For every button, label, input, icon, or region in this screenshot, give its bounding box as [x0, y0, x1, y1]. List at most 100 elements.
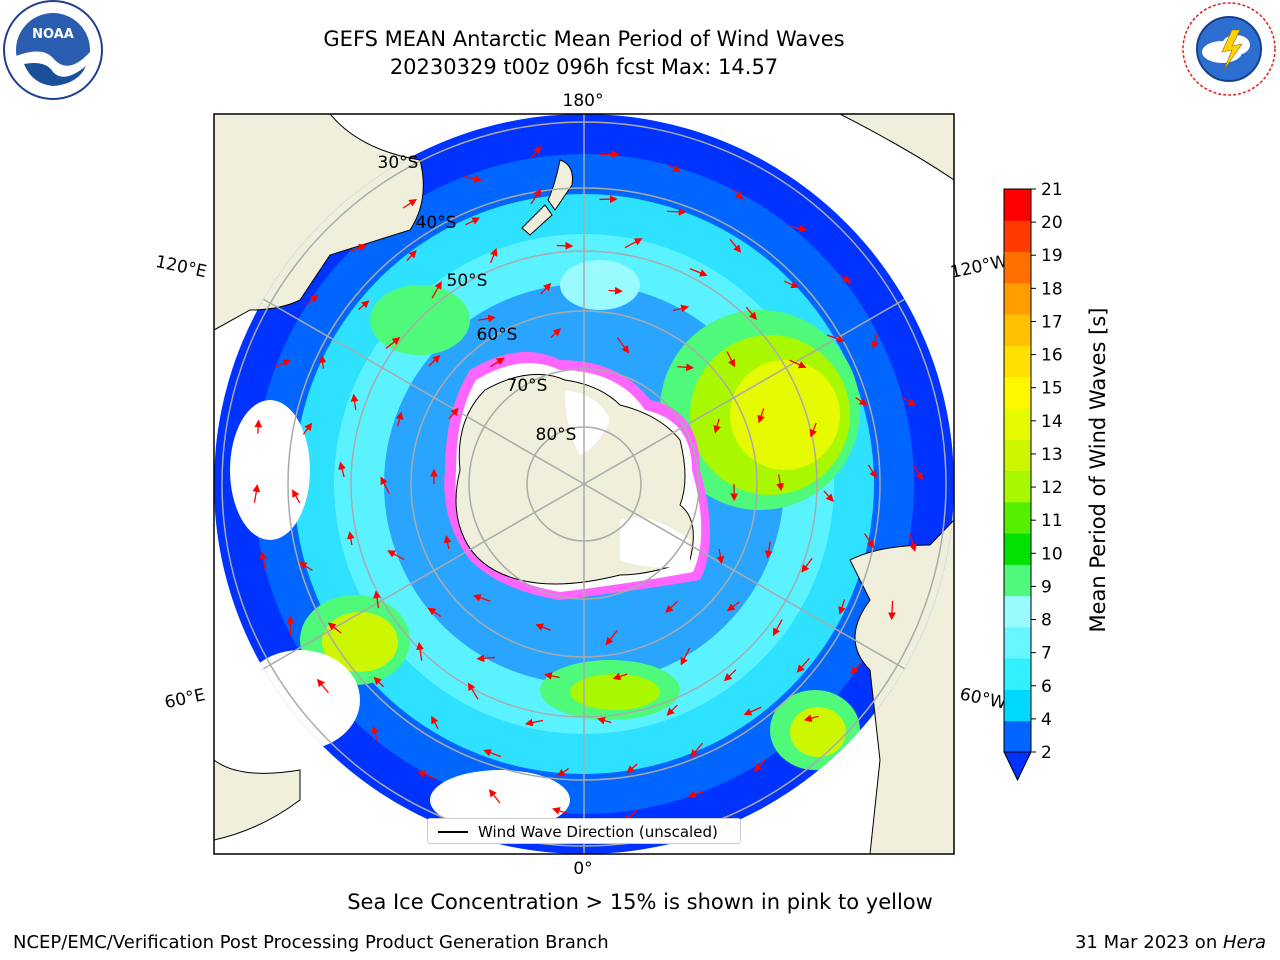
footer-branch: NCEP/EMC/Verification Post Processing Pr… — [13, 932, 609, 953]
colorbar-segment — [1004, 720, 1031, 753]
wave-direction-arrow — [757, 408, 765, 424]
wave-direction-arrow — [540, 282, 552, 295]
lon-label-0: 0° — [573, 859, 592, 879]
colorbar-tick-label: 4 — [1041, 710, 1052, 730]
colorbar-segment — [1004, 533, 1031, 565]
wave-direction-arrow — [550, 328, 562, 339]
lon-label-60w: 60°W — [958, 684, 1008, 713]
svg-text:NOAA: NOAA — [32, 27, 74, 42]
colorbar-segment — [1004, 314, 1031, 346]
colorbar-tick-label: 19 — [1041, 246, 1063, 266]
wave-direction-arrow — [292, 489, 301, 504]
colorbar-segment — [1004, 626, 1031, 659]
colorbar-border — [1003, 188, 1032, 753]
wave-direction-arrow — [402, 198, 417, 209]
colorbar-tick-label: 12 — [1041, 478, 1063, 498]
footer-date-text: 31 Mar 2023 on — [1074, 932, 1223, 953]
wave-direction-arrow — [616, 337, 630, 354]
colorbar-tick-label: 7 — [1041, 644, 1052, 664]
noaa-logo: NOAA — [3, 0, 103, 100]
wave-direction-arrow — [302, 422, 313, 435]
footer-host: Hera — [1222, 932, 1266, 953]
wave-direction-arrow — [490, 248, 498, 264]
wave-direction-arrow — [784, 280, 800, 289]
wave-direction-arrow — [259, 551, 268, 571]
wave-direction-arrow — [530, 188, 542, 205]
wave-direction-arrow — [713, 418, 721, 434]
wave-direction-arrow — [790, 224, 808, 233]
wave-direction-arrow — [478, 314, 496, 323]
wave-direction-arrow — [524, 718, 544, 727]
wave-direction-arrow — [855, 396, 868, 406]
nws-logo — [1182, 2, 1276, 96]
wave-direction-arrow — [298, 561, 313, 572]
map-legend: Wind Wave Direction (unscaled) — [427, 818, 741, 844]
wave-direction-arrow — [772, 619, 783, 637]
wave-direction-arrow — [544, 672, 560, 680]
wave-direction-arrow — [666, 704, 678, 716]
map-title: GEFS MEAN Antarctic Mean Period of Wind … — [323, 27, 845, 51]
colorbar-tick-label: 21 — [1041, 180, 1063, 200]
wave-direction-arrow — [672, 304, 689, 313]
wave-direction-arrow — [431, 281, 442, 299]
wave-direction-arrow — [488, 788, 501, 804]
colorbar-tick-label: 6 — [1041, 677, 1052, 697]
wave-direction-arrow — [909, 534, 917, 552]
wave-direction-arrow — [338, 461, 346, 478]
wave-direction-arrow — [665, 600, 678, 613]
colorbar-tick-label: 16 — [1041, 346, 1063, 366]
colorbar-segment — [1004, 189, 1031, 221]
colorbar-tick-label: 15 — [1041, 379, 1063, 399]
wave-direction-arrow — [716, 548, 725, 565]
legend-text: Wind Wave Direction (unscaled) — [478, 823, 718, 841]
wave-direction-arrow — [373, 676, 385, 688]
wave-direction-arrow — [871, 332, 879, 350]
wave-direction-arrow — [306, 294, 319, 306]
lat-label-50s: 50°S — [447, 271, 488, 291]
wave-direction-arrow — [690, 742, 704, 758]
wave-direction-arrow — [252, 484, 261, 503]
colorbar-tick-label: 2 — [1041, 743, 1052, 763]
colorbar-label: Mean Period of Wind Waves [s] — [1086, 308, 1110, 633]
wave-direction-arrow — [776, 474, 784, 492]
colorbar-tick-label: 20 — [1041, 213, 1063, 233]
wave-direction-arrow — [902, 396, 917, 406]
map-subtitle: 20230329 t00z 096h fcst Max: 14.57 — [389, 55, 779, 79]
wave-direction-arrow — [726, 601, 740, 612]
wave-direction-arrow — [349, 243, 367, 253]
wave-direction-arrow — [732, 188, 744, 200]
wave-direction-arrow — [552, 807, 569, 815]
wave-direction-arrow — [745, 306, 757, 321]
wave-direction-arrow — [803, 714, 819, 722]
wave-direction-arrow — [624, 238, 643, 249]
legend-line-sample — [438, 831, 468, 833]
wave-direction-arrow — [448, 407, 459, 420]
wave-direction-arrow — [838, 599, 846, 615]
wave-direction-arrow — [612, 672, 628, 681]
wave-direction-arrow — [680, 647, 691, 666]
colorbar-segment — [1004, 282, 1031, 315]
colorbar-segment — [1004, 345, 1031, 378]
wave-direction-arrow — [373, 590, 381, 608]
wave-direction-arrow — [275, 359, 291, 368]
wave-direction-arrow — [467, 682, 479, 700]
wave-direction-arrow — [316, 678, 329, 694]
wave-direction-arrow — [801, 557, 813, 573]
wave-direction-arrow — [395, 411, 404, 427]
wave-direction-arrow — [557, 768, 569, 777]
wave-direction-arrow — [490, 357, 505, 368]
wave-direction-arrow — [789, 359, 807, 369]
wave-direction-arrow — [729, 238, 742, 253]
colorbar-under-arrow — [1003, 751, 1032, 782]
wave-direction-arrow — [796, 657, 810, 673]
lon-label-120w: 120°W — [949, 251, 1010, 283]
map-frame — [213, 113, 955, 855]
colorbar-segment — [1004, 439, 1031, 471]
lon-label-60e: 60°E — [163, 685, 207, 713]
wave-direction-arrow — [605, 629, 618, 646]
wave-direction-arrow — [839, 274, 852, 284]
wave-direction-arrow — [483, 749, 502, 758]
colorbar-segment — [1004, 595, 1031, 628]
wave-direction-arrow — [850, 662, 863, 675]
